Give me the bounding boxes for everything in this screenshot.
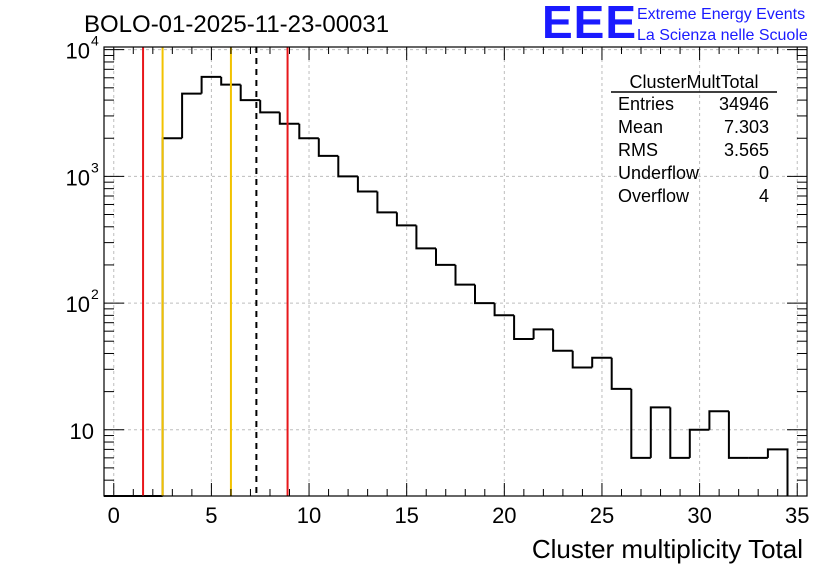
histogram-bin [766,448,789,496]
y-tick-label: 10 [66,292,90,317]
stats-label-entries: Entries [618,94,674,114]
stats-label-mean: Mean [618,117,663,137]
histogram-bin [395,212,417,227]
x-axis: 0 5 10 15 20 25 30 35 [108,47,809,528]
histogram-bin [649,406,671,458]
histogram-bin [415,225,436,250]
histogram-bin [298,123,319,140]
stats-value-mean: 7.303 [724,117,769,137]
histogram-bin [259,100,280,114]
y-tick-label: 10 [66,165,90,190]
histogram-bin [356,176,378,193]
stats-value-underflow: 0 [759,163,769,183]
histogram-bin [220,76,241,86]
plot-frame [103,46,808,497]
histogram-bin [278,112,300,125]
y-tick-label: 10 [66,39,90,64]
histogram-bin [337,155,358,178]
grid [104,47,807,496]
histogram-bin [708,410,729,430]
x-axis-title: Cluster multiplicity Total [532,534,803,564]
stats-value-rms: 3.565 [724,140,769,160]
histogram-bin [532,328,554,339]
stats-label-rms: RMS [618,140,658,160]
stats-box-title: ClusterMultTotal [629,72,758,92]
stats-label-overflow: Overflow [618,186,690,206]
histogram-bin [552,329,573,352]
x-tick-label: 5 [205,503,217,528]
stats-box: ClusterMultTotal Entries 34946 Mean 7.30… [611,72,777,206]
histogram-bin [630,388,651,459]
logo-line-1: Extreme Energy Events [637,6,805,23]
histogram-bin [239,84,261,102]
logo-line-2: La Scienza nelle Scuole [637,27,808,44]
histogram-bin [435,248,456,266]
x-tick-label: 15 [394,503,418,528]
y-tick-label: 10 [70,419,94,444]
stats-label-underflow: Underflow [618,163,700,183]
x-tick-label: 20 [492,503,516,528]
eee-logo: EEE Extreme Energy Events La Scienza nel… [542,0,808,48]
histogram-bin [493,303,515,317]
histogram-bin [181,92,202,139]
stats-value-entries: 34946 [719,94,769,114]
histogram-bars [104,75,789,497]
y-tick-exponent: 4 [91,33,99,49]
y-tick-exponent: 3 [91,159,99,175]
chart-title: BOLO-01-2025-11-23-00031 [84,11,389,38]
histogram-bin [161,137,183,496]
histogram-bin [513,315,534,340]
histogram-bin [376,191,397,214]
marker-lines [142,47,289,496]
histogram-bin [317,138,339,157]
histogram-bin [727,411,749,459]
histogram-bin [454,264,475,286]
x-tick-label: 0 [108,503,120,528]
x-tick-label: 25 [590,503,614,528]
histogram-bin [200,75,222,94]
x-tick-label: 10 [297,503,321,528]
histogram-bin [571,350,593,369]
x-tick-label: 30 [687,503,711,528]
x-tick-label: 35 [785,503,809,528]
y-tick-exponent: 2 [91,286,99,302]
histogram-bin [474,284,495,305]
histogram-bin [688,428,710,458]
eee-logo-letters: EEE [542,0,637,48]
histogram-bin [610,357,632,390]
histogram-bin [669,407,690,459]
stats-value-overflow: 4 [759,186,769,206]
histogram-bin [591,356,612,368]
